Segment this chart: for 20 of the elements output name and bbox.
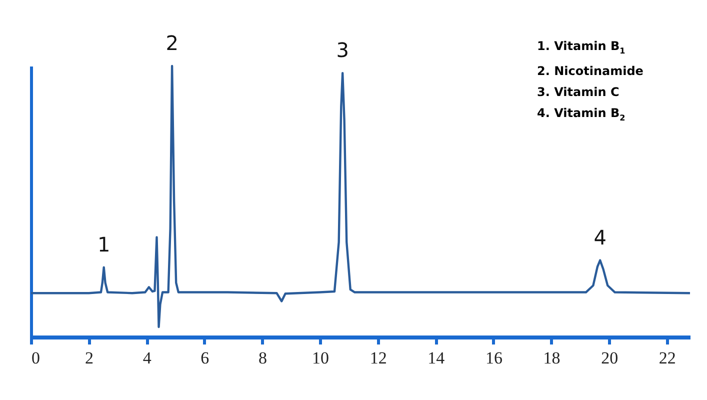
- x-tick-label: 0: [32, 348, 40, 368]
- x-tick-label: 18: [543, 348, 560, 368]
- x-tick-label: 14: [428, 348, 446, 368]
- annotation: 3. Vitamin C: [537, 84, 620, 102]
- text: 1. Vitamin B$_{1}$: [537, 38, 626, 58]
- annotation: 2: [166, 31, 178, 55]
- annotation: 1: [97, 232, 110, 256]
- annotation: 2. Nicotinamide: [537, 63, 644, 80]
- x-tick-label: 6: [200, 348, 210, 368]
- x-tick-label: 10: [312, 348, 330, 368]
- x-tick-label: 20: [601, 348, 618, 368]
- x-tick-label: 8: [258, 348, 267, 368]
- x-tick-label: 12: [370, 348, 387, 368]
- x-tick-label: 22: [658, 348, 676, 368]
- annotation: 4: [594, 225, 606, 250]
- annotation: 3: [336, 38, 349, 62]
- x-tick-label: 4: [142, 348, 152, 368]
- x-tick-label: 16: [485, 348, 502, 368]
- annotation: 4. Vitamin B$_{2}$: [537, 105, 626, 125]
- x-tick-label: 2: [85, 348, 94, 368]
